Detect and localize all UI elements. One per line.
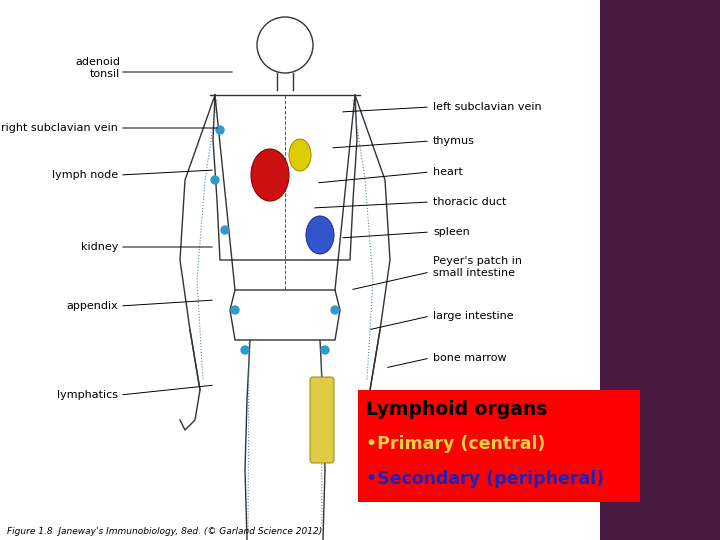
Text: heart: heart — [433, 167, 463, 177]
Text: lymph node: lymph node — [52, 170, 118, 180]
Text: •Primary (central): •Primary (central) — [366, 435, 545, 453]
Text: appendix: appendix — [66, 301, 118, 311]
Text: spleen: spleen — [433, 227, 469, 237]
Bar — [600, 0, 720, 540]
Text: •Secondary (peripheral): •Secondary (peripheral) — [366, 470, 604, 488]
Text: bone marrow: bone marrow — [433, 353, 507, 363]
Text: Peyer's patch in
small intestine: Peyer's patch in small intestine — [433, 256, 522, 278]
FancyBboxPatch shape — [310, 377, 334, 463]
Ellipse shape — [289, 139, 311, 171]
Circle shape — [321, 346, 329, 354]
Circle shape — [221, 226, 229, 234]
Ellipse shape — [251, 149, 289, 201]
Circle shape — [241, 346, 249, 354]
Text: right subclavian vein: right subclavian vein — [1, 123, 118, 133]
Text: left subclavian vein: left subclavian vein — [433, 102, 541, 112]
Text: adenoid
tonsil: adenoid tonsil — [75, 57, 120, 79]
Ellipse shape — [306, 216, 334, 254]
Text: thymus: thymus — [433, 136, 475, 146]
Circle shape — [211, 176, 219, 184]
Text: Lymphoid organs: Lymphoid organs — [366, 400, 547, 419]
Circle shape — [331, 306, 339, 314]
Text: lymphatics: lymphatics — [57, 390, 118, 400]
Bar — [0, 0, 600, 540]
Circle shape — [216, 126, 224, 134]
Text: large intestine: large intestine — [433, 311, 513, 321]
Text: kidney: kidney — [81, 242, 118, 252]
Circle shape — [231, 306, 239, 314]
Bar — [358, 390, 640, 502]
Text: Figure 1.8  Janeway's Immunobiology, 8ed. (© Garland Science 2012): Figure 1.8 Janeway's Immunobiology, 8ed.… — [7, 527, 323, 536]
Text: thoracic duct: thoracic duct — [433, 197, 506, 207]
